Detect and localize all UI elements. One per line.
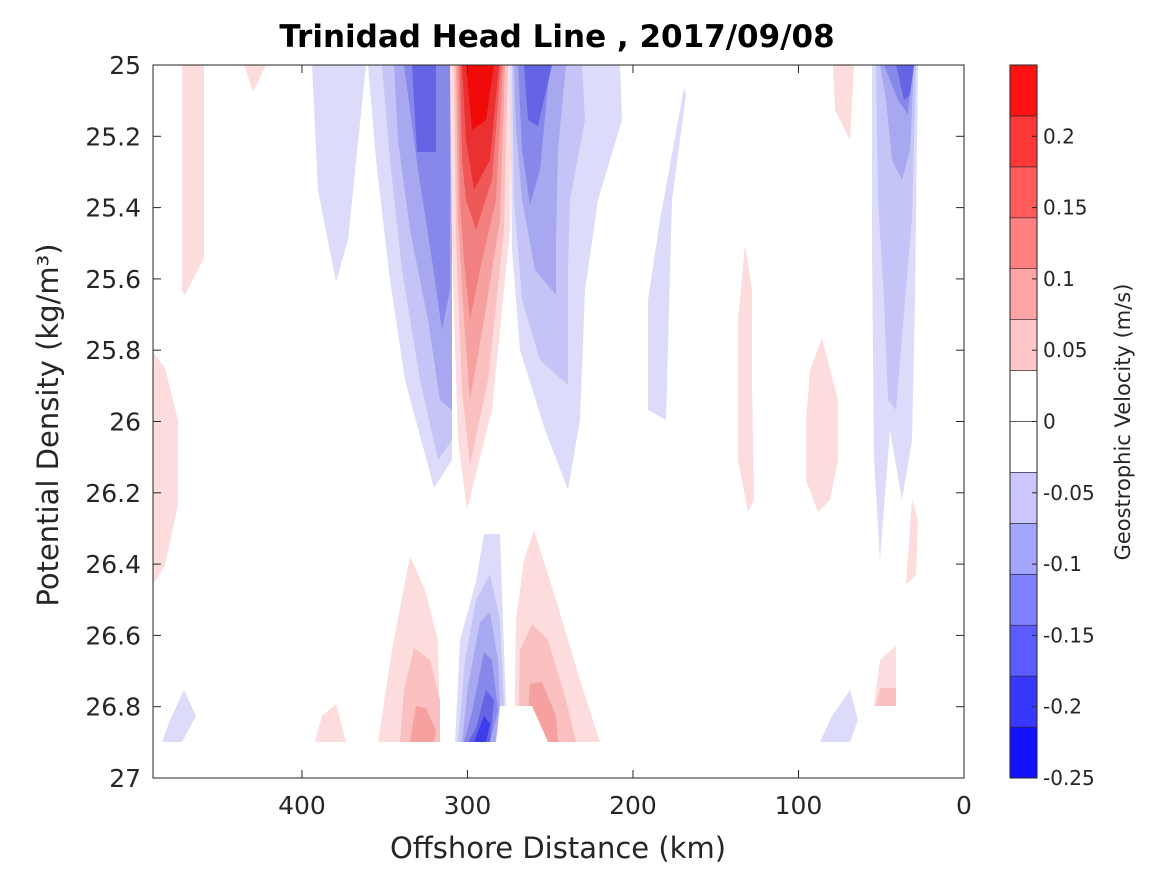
colorbar-segment [1009,319,1038,371]
colorbar-tick-label: 0.05 [1043,338,1088,362]
contour-neg-deep-right [820,690,858,742]
contour-pos-west-edge [153,352,178,585]
contour-neg-deep-left [162,690,196,742]
y-tick-label: 25.4 [85,194,141,223]
x-tick-label: 300 [444,791,492,820]
x-axis-label: Offshore Distance (km) [390,831,726,865]
x-tick-label: 400 [278,791,326,820]
contour-neg-west [312,65,366,282]
colorbar-tick-label: 0.1 [1043,267,1075,291]
colorbar-tick-label: 0 [1043,410,1056,434]
contour-neg-jet-west-l5 [412,65,436,152]
contour-pos-small [182,65,204,295]
colorbar-segment [1009,421,1038,473]
x-axis: 400 300 200 100 0 [278,65,972,820]
colorbar-tick-label: -0.15 [1043,623,1095,647]
colorbar-segment [1009,166,1038,219]
contour-pos-deep-right-l2 [876,688,896,706]
colorbar-tick-label: -0.1 [1043,552,1082,576]
y-tick-label: 25.2 [85,122,141,151]
colorbar-segment [1009,624,1038,677]
colorbar-segment [1009,217,1038,270]
colorbar-segment [1009,64,1038,117]
contour-neg-mid [648,88,686,420]
y-axis-label: Potential Density (kg/m³) [31,243,65,606]
contour-pos-deep-small [315,704,346,742]
y-tick-label: 25 [109,51,141,80]
y-axis: 25 25.2 25.4 25.6 25.8 26 26.2 26.4 26.6 26.8 27 [85,51,964,793]
contour-neg-jet-east-l5 [524,65,552,126]
contour-pos-mid-a [738,245,754,512]
y-tick-label: 27 [109,764,141,793]
contour-neg-deep-core-l6 [474,716,490,742]
contour-pos-upper-right [833,65,854,140]
contour-pos-nearshore-a [906,500,918,585]
x-tick-label: 200 [609,791,657,820]
colorbar-segment [1009,675,1038,728]
colorbar-tick-label: -0.25 [1043,766,1095,790]
colorbar-tick-label: 0.2 [1043,124,1075,148]
colorbar: 0.2 0.15 0.1 0.05 0 -0.05 -0.1 -0.15 -0.2 -0.25 [1009,64,1095,790]
y-tick-label: 26.6 [85,621,141,650]
contour-neg-nearshore-l5 [896,65,914,100]
colorbar-segment [1009,726,1038,779]
colorbar-tick-label: -0.2 [1043,695,1082,719]
colorbar-segment [1009,472,1038,524]
contour-pos-small [244,65,266,92]
colorbar-segment [1009,268,1038,320]
colorbar-segment [1009,523,1038,575]
contour-pos-jet-l7 [466,65,494,130]
contour-neg-jet-west-l4 [404,65,450,330]
contour-pos-mid-b [806,338,838,512]
contour-field [153,65,918,742]
y-tick-label: 25.8 [85,336,141,365]
colorbar-segment [1009,115,1038,168]
y-tick-label: 26.4 [85,550,141,579]
contour-zero-notch [496,706,548,742]
y-tick-label: 26.8 [85,693,141,722]
colorbar-label: Geostrophic Velocity (m/s) [1111,284,1135,561]
y-tick-label: 26 [109,408,141,437]
colorbar-tick-label: 0.15 [1043,196,1088,220]
chart-title: Trinidad Head Line , 2017/09/08 [279,19,834,55]
x-tick-label: 100 [775,791,823,820]
colorbar-segment [1009,370,1038,422]
y-tick-label: 26.2 [85,479,141,508]
colorbar-tick-label: -0.05 [1043,481,1095,505]
colorbar-segment [1009,573,1038,626]
contour-pos-deep-west-l3 [410,706,436,742]
x-tick-label: 0 [956,791,972,820]
y-tick-label: 25.6 [85,265,141,294]
